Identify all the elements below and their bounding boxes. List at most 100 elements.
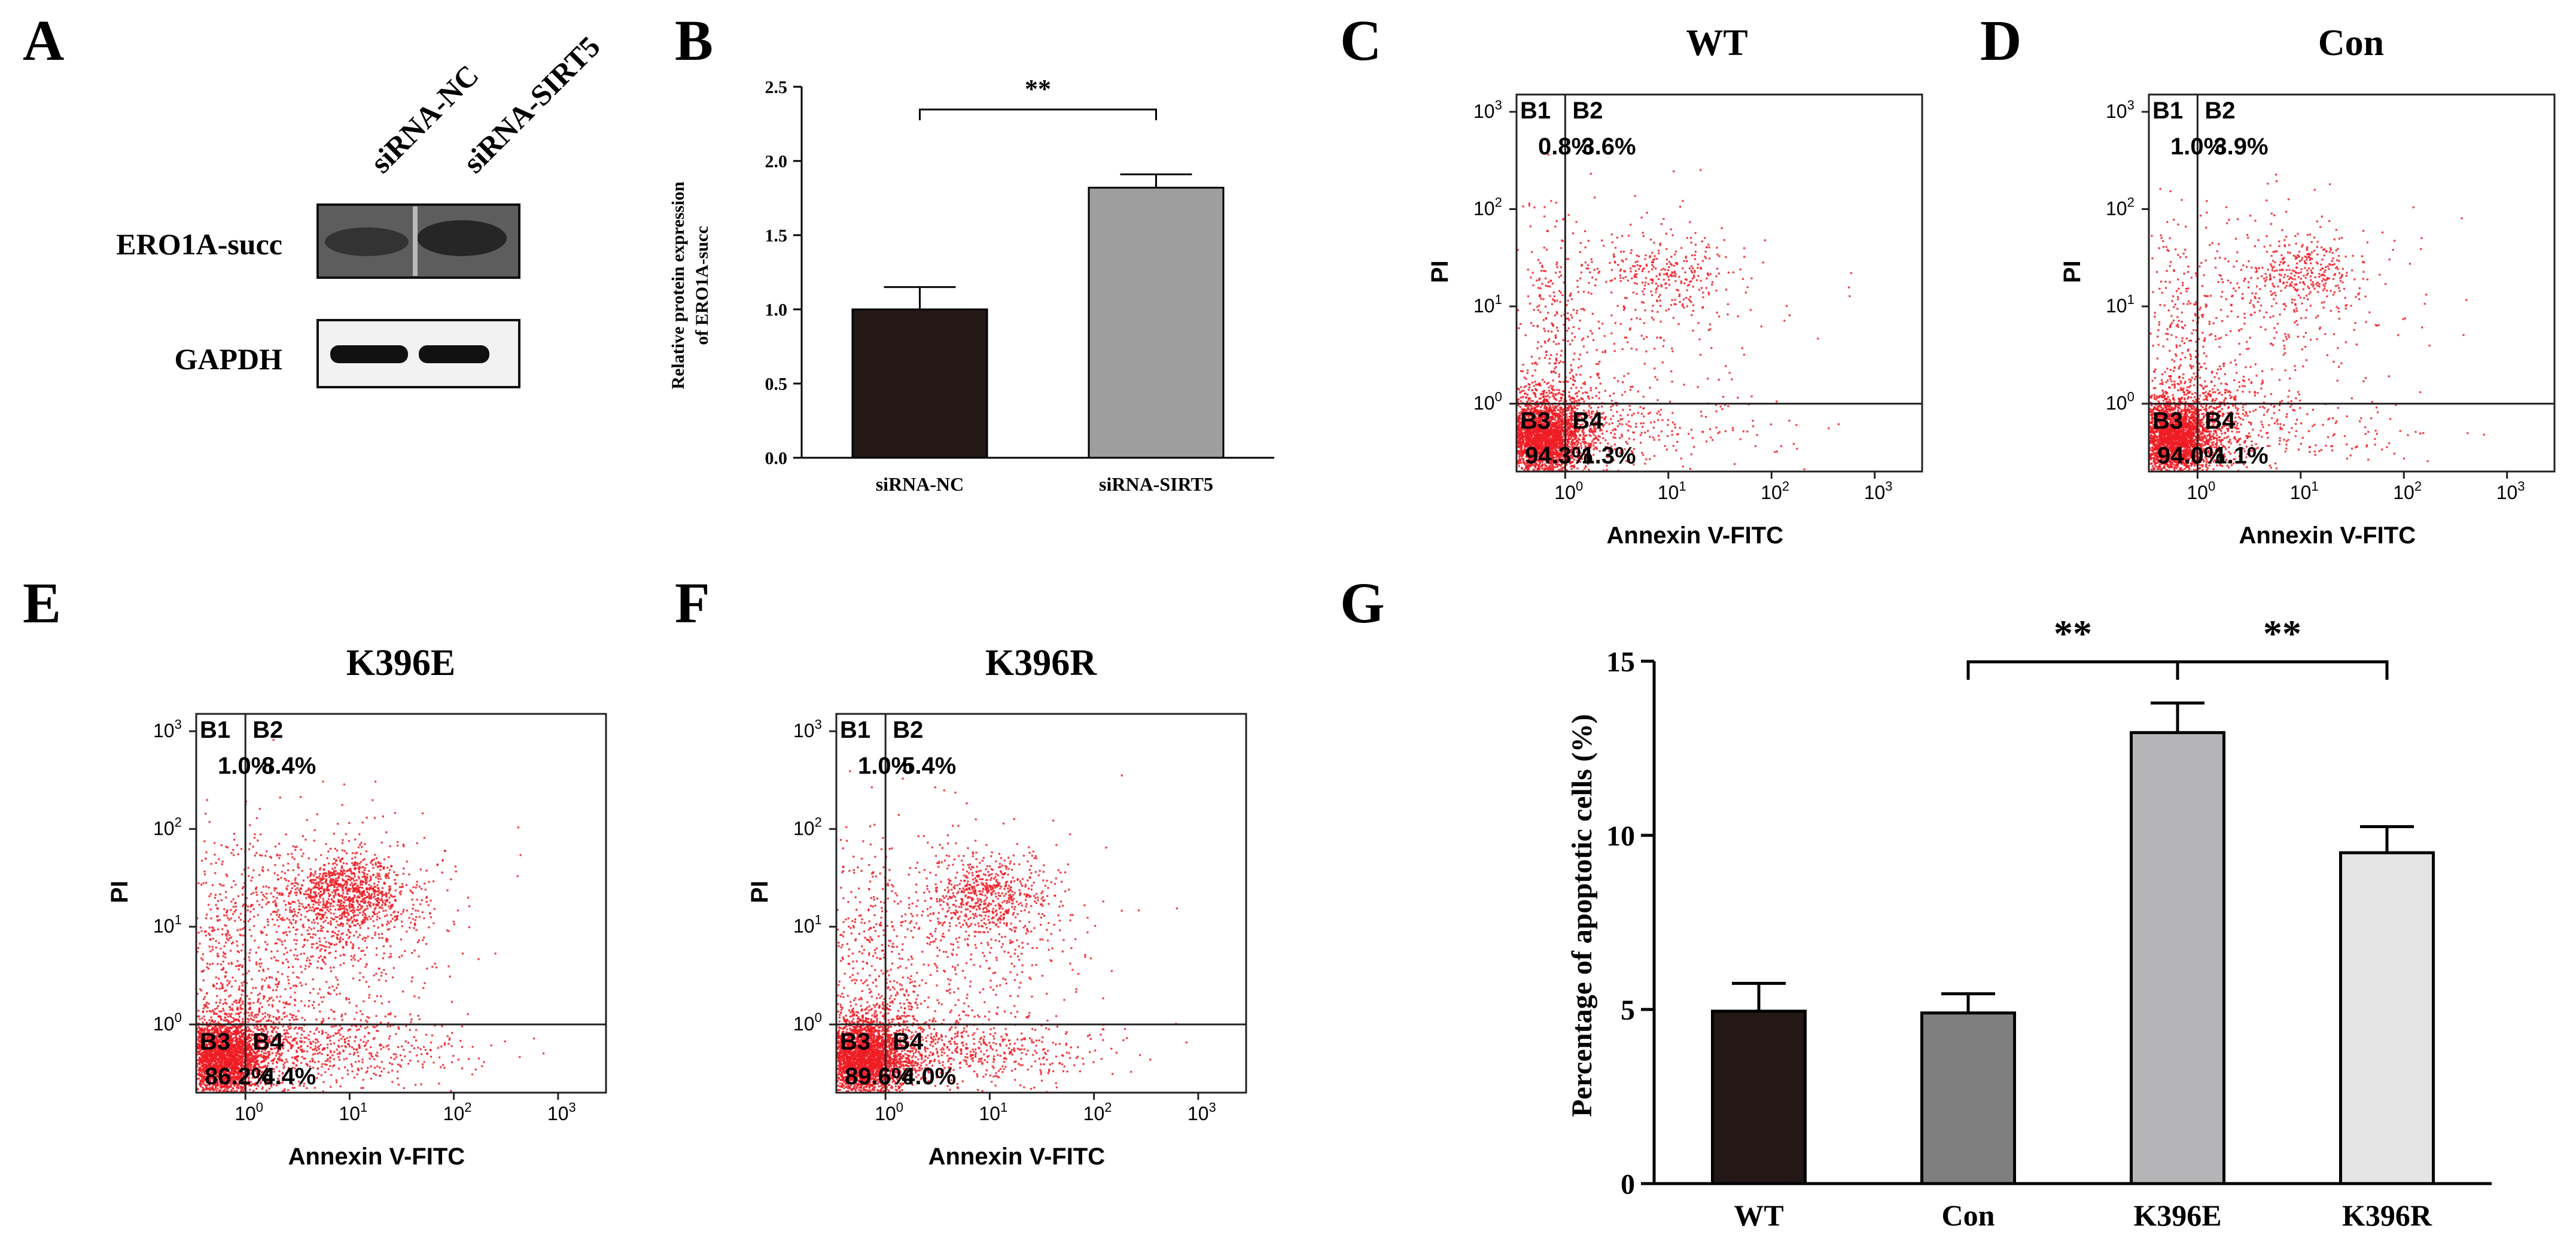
event-dot xyxy=(2183,416,2185,419)
event-dot xyxy=(1544,436,1546,439)
event-dot xyxy=(1560,440,1563,442)
event-dot xyxy=(2199,394,2202,397)
event-dot xyxy=(1553,389,1555,391)
event-dot xyxy=(1594,437,1597,440)
event-dot xyxy=(2167,413,2170,415)
event-dot xyxy=(1551,455,1553,457)
event-dot xyxy=(1572,455,1574,458)
event-dot xyxy=(1518,427,1521,429)
event-dot xyxy=(1546,467,1548,469)
event-dot xyxy=(1576,420,1579,422)
event-dot xyxy=(1591,431,1594,434)
event-dot xyxy=(1583,309,1585,311)
event-dot xyxy=(1554,314,1557,317)
event-dot xyxy=(1617,264,1619,266)
event-dot xyxy=(1578,455,1580,458)
event-dot xyxy=(1559,439,1561,442)
event-dot xyxy=(1579,434,1581,437)
event-dot xyxy=(2152,467,2155,469)
event-dot xyxy=(1608,423,1610,425)
event-dot xyxy=(1585,442,1588,444)
event-dot xyxy=(1552,468,1554,470)
event-dot xyxy=(1657,250,1660,252)
event-dot xyxy=(1704,257,1707,259)
event-dot xyxy=(1674,426,1676,428)
event-dot xyxy=(1528,418,1530,421)
event-dot xyxy=(1563,450,1566,452)
event-dot xyxy=(1571,440,1573,442)
event-dot xyxy=(2173,464,2175,466)
event-dot xyxy=(1588,414,1590,416)
event-dot xyxy=(1710,347,1713,349)
event-dot xyxy=(1555,460,1557,463)
event-dot xyxy=(1568,406,1570,409)
event-dot xyxy=(1583,437,1585,440)
event-dot xyxy=(1548,456,1550,459)
event-dot xyxy=(1610,291,1613,294)
event-dot xyxy=(1524,425,1527,428)
event-dot xyxy=(1555,353,1558,355)
event-dot xyxy=(1686,237,1688,239)
event-dot xyxy=(1555,423,1557,425)
event-dot xyxy=(1581,447,1583,449)
event-dot xyxy=(1617,420,1619,422)
event-dot xyxy=(1596,267,1598,270)
event-dot xyxy=(1700,169,1702,171)
event-dot xyxy=(2160,448,2162,451)
event-dot xyxy=(1610,269,1613,271)
event-dot xyxy=(1613,443,1616,446)
event-dot xyxy=(1531,446,1533,449)
event-dot xyxy=(1671,299,1673,301)
event-dot xyxy=(1521,390,1523,393)
event-dot xyxy=(1590,376,1592,378)
event-dot xyxy=(1621,394,1624,396)
event-dot xyxy=(1517,449,1520,452)
event-dot xyxy=(1532,400,1534,402)
event-dot xyxy=(1575,393,1577,395)
event-dot xyxy=(2170,449,2173,451)
event-dot xyxy=(1537,405,1539,407)
event-dot xyxy=(1577,461,1579,464)
event-dot xyxy=(1525,432,1527,435)
event-dot xyxy=(1704,256,1706,258)
event-dot xyxy=(1674,280,1677,282)
event-dot xyxy=(1571,401,1573,403)
event-dot xyxy=(1576,279,1579,282)
event-dot xyxy=(1718,255,1721,257)
event-dot xyxy=(1543,415,1546,418)
event-dot xyxy=(1721,227,1723,229)
event-dot xyxy=(1578,366,1580,369)
event-dot xyxy=(2165,461,2167,463)
event-dot xyxy=(1658,410,1660,413)
event-dot xyxy=(1658,439,1661,441)
event-dot xyxy=(1537,416,1539,419)
event-dot xyxy=(1605,281,1607,283)
event-dot xyxy=(1563,433,1565,436)
event-dot xyxy=(1607,456,1609,458)
event-dot xyxy=(1525,424,1527,427)
event-dot xyxy=(2178,440,2180,443)
event-dot xyxy=(2187,397,2189,400)
event-dot xyxy=(2188,452,2191,454)
event-dot xyxy=(1716,253,1719,256)
event-dot xyxy=(1631,277,1633,279)
event-dot xyxy=(1545,458,1548,460)
event-dot xyxy=(1581,430,1584,432)
event-dot xyxy=(1562,218,1564,221)
event-dot xyxy=(1689,296,1692,298)
event-dot xyxy=(1596,410,1598,412)
event-dot xyxy=(1576,392,1578,394)
event-dot xyxy=(1619,274,1621,276)
event-dot xyxy=(1526,462,1528,464)
event-dot xyxy=(1560,467,1563,470)
event-dot xyxy=(1530,419,1532,422)
event-dot xyxy=(1571,339,1573,342)
event-dot xyxy=(1646,212,1648,214)
event-dot xyxy=(1523,386,1525,388)
event-dot xyxy=(1523,419,1525,421)
event-dot xyxy=(1582,290,1585,293)
event-dot xyxy=(1640,413,1643,415)
event-dot xyxy=(1518,398,1520,400)
event-dot xyxy=(1649,278,1652,281)
